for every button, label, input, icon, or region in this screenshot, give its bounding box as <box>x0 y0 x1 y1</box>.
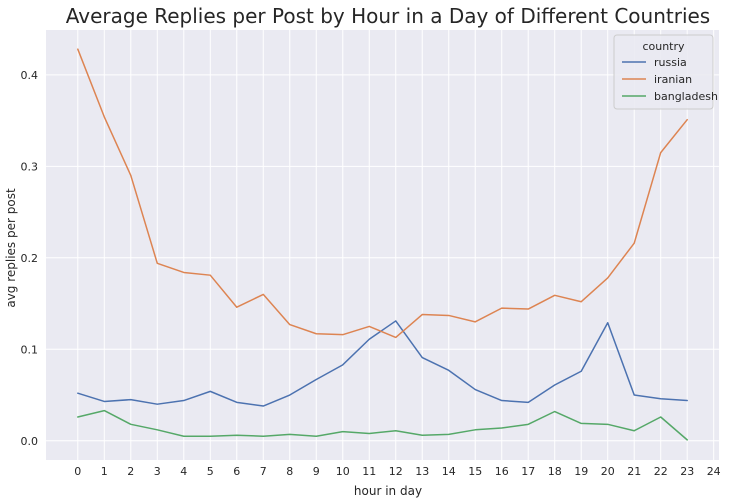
x-tick-label: 4 <box>180 465 187 478</box>
y-tick-label: 0.1 <box>21 343 39 356</box>
legend-title: country <box>642 40 685 53</box>
x-tick-label: 23 <box>680 465 694 478</box>
chart-title: Average Replies per Post by Hour in a Da… <box>66 4 710 28</box>
series-lines <box>77 48 688 441</box>
x-tick-label: 9 <box>313 465 320 478</box>
x-tick-label: 16 <box>495 465 509 478</box>
x-tick-label: 19 <box>574 465 588 478</box>
x-tick-label: 22 <box>654 465 668 478</box>
legend-label-russia: russia <box>654 56 687 69</box>
x-tick-label: 21 <box>627 465 641 478</box>
x-tick-label: 15 <box>468 465 482 478</box>
x-tick-label: 2 <box>127 465 134 478</box>
legend: country russia iranian bangladesh <box>613 34 718 110</box>
x-tick-label: 24 <box>707 465 721 478</box>
y-tick-label: 0.3 <box>21 160 39 173</box>
x-tick-label: 20 <box>601 465 615 478</box>
x-tick-label: 13 <box>415 465 429 478</box>
y-tick-label: 0.2 <box>21 252 39 265</box>
x-tick-label: 0 <box>74 465 81 478</box>
x-axis-label: hour in day <box>354 484 422 498</box>
x-tick-label: 8 <box>286 465 293 478</box>
x-tick-label: 10 <box>336 465 350 478</box>
series-line-bangladesh <box>77 409 688 441</box>
gridlines <box>46 30 719 460</box>
y-tick-label: 0.4 <box>21 69 39 82</box>
legend-box <box>613 34 714 110</box>
x-tick-label: 5 <box>207 465 214 478</box>
y-axis-label: avg replies per post <box>4 188 18 308</box>
x-tick-label: 12 <box>389 465 403 478</box>
series-line-russia <box>77 320 688 407</box>
legend-label-iranian: iranian <box>654 73 692 86</box>
y-tick-label: 0.0 <box>21 435 39 448</box>
x-tick-label: 3 <box>154 465 161 478</box>
x-tick-label: 14 <box>442 465 456 478</box>
x-tick-label: 1 <box>101 465 108 478</box>
series-line-iranian <box>77 48 688 339</box>
x-tick-label: 18 <box>548 465 562 478</box>
x-tick-label: 11 <box>362 465 376 478</box>
x-tick-label: 17 <box>521 465 535 478</box>
legend-label-bangladesh: bangladesh <box>654 90 718 103</box>
x-tick-label: 7 <box>260 465 267 478</box>
plot-background <box>46 30 719 460</box>
x-tick-label: 6 <box>233 465 240 478</box>
